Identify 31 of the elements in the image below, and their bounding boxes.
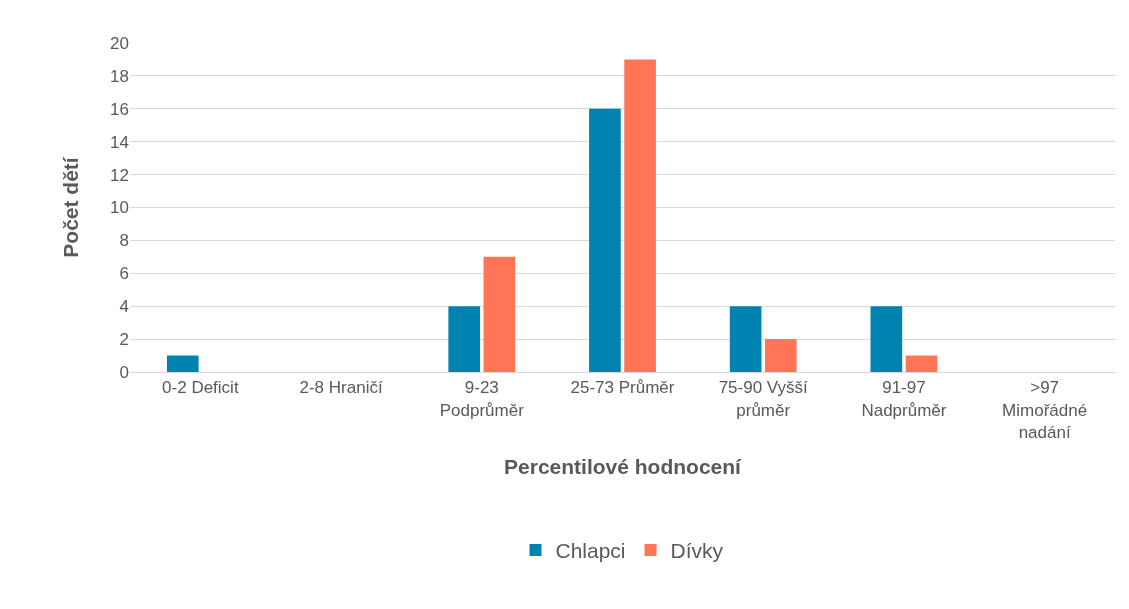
bar [764, 339, 797, 372]
y-tick-label: 12 [110, 165, 129, 185]
y-tick-label: 4 [119, 297, 129, 317]
x-tick-label: >97 Mimořádné nadání [1002, 378, 1088, 442]
y-tick-label: 14 [110, 132, 129, 152]
bar [905, 355, 938, 372]
bar [729, 306, 762, 372]
x-axis-title: Percentilové hodnocení [504, 454, 743, 478]
y-tick-label: 2 [119, 330, 129, 350]
x-tick-label: 75-90 Vyšší průměr [718, 378, 809, 420]
legend-label: Dívky [670, 539, 724, 563]
y-tick-label: 18 [110, 66, 129, 86]
x-tick-label: 91-97 Nadprůměr [861, 378, 947, 420]
legend-label: Chlapci [555, 539, 626, 563]
bar [870, 306, 903, 372]
x-tick-label: 2-8 Hraničí [299, 378, 383, 398]
bar [166, 355, 199, 372]
x-tick-label: 9-23 Podprůměr [439, 378, 525, 420]
bar [483, 256, 516, 372]
bar [448, 306, 481, 372]
y-tick-label: 16 [110, 99, 129, 119]
bar [589, 108, 621, 372]
y-tick-label: 10 [110, 198, 129, 218]
y-tick-label: 0 [119, 362, 129, 382]
y-tick-label: 20 [110, 33, 129, 53]
x-tick-label: 25-73 Průměr [570, 378, 675, 398]
y-axis-title: Počet dětí [59, 156, 83, 258]
x-tick-label: 0-2 Deficit [162, 378, 239, 398]
bar [624, 59, 656, 372]
y-tick-label: 6 [119, 264, 129, 284]
y-tick-label: 8 [119, 231, 129, 251]
